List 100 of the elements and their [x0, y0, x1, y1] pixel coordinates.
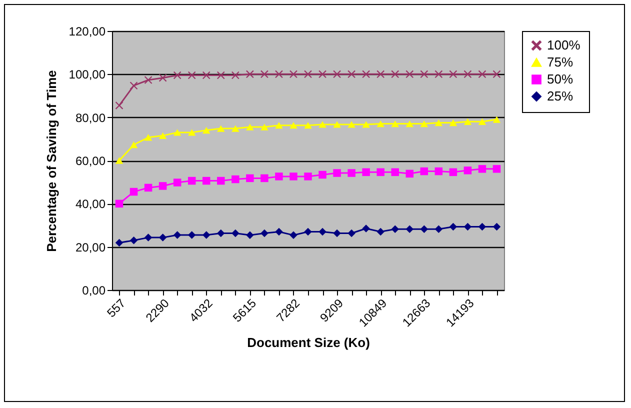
point [246, 124, 254, 130]
point [406, 70, 414, 78]
legend-label: 100% [547, 38, 581, 52]
point [275, 228, 283, 236]
point [434, 167, 443, 176]
point [173, 129, 182, 136]
y-tick-label: 0,00 [82, 284, 106, 298]
legend-label: 75% [547, 54, 574, 70]
point [376, 168, 384, 176]
point [130, 236, 138, 244]
point [492, 165, 501, 173]
point [144, 76, 152, 84]
point [464, 70, 472, 78]
point [202, 176, 210, 185]
point [130, 82, 138, 90]
point [420, 70, 428, 78]
point [478, 165, 486, 173]
legend-label: 25% [547, 88, 574, 104]
point [144, 184, 152, 192]
point [246, 70, 254, 78]
point [232, 125, 240, 132]
point [478, 70, 486, 78]
point [217, 229, 225, 238]
point [130, 141, 138, 148]
point [290, 70, 298, 78]
point [434, 70, 443, 78]
point [158, 182, 167, 190]
point [260, 229, 268, 238]
point [188, 176, 196, 185]
y-tick-label: 100,00 [68, 68, 106, 82]
x-tick-label: 557 [104, 296, 128, 320]
point [376, 70, 384, 78]
point [290, 122, 298, 129]
point [173, 71, 182, 80]
point [217, 125, 225, 132]
point [232, 71, 240, 80]
point [158, 132, 167, 140]
y-tick-label: 80,00 [75, 110, 106, 125]
point [115, 157, 124, 164]
point [115, 200, 124, 208]
point [188, 231, 196, 239]
point [246, 174, 254, 182]
point [318, 70, 326, 78]
point [420, 225, 428, 234]
point [158, 234, 167, 242]
point [217, 71, 225, 80]
point [391, 168, 399, 176]
point [275, 172, 283, 180]
y-axis-title: Percentage of Saving of Time [44, 70, 59, 252]
point [492, 70, 501, 78]
point [333, 121, 341, 128]
point [130, 188, 138, 196]
point [464, 118, 472, 126]
point [333, 229, 341, 238]
point [115, 102, 124, 110]
legend-label: 50% [547, 72, 574, 86]
point [275, 122, 283, 129]
point [304, 70, 312, 78]
y-tick-label: 60,00 [75, 154, 106, 168]
point [318, 121, 326, 128]
y-tick-label: 40,00 [75, 197, 106, 212]
point [449, 70, 458, 78]
point [406, 120, 414, 128]
point [464, 222, 472, 231]
y-tick-label: 20,00 [75, 240, 106, 254]
point [478, 118, 486, 126]
point [304, 228, 312, 236]
point [478, 222, 486, 231]
point [260, 124, 268, 130]
point [158, 74, 167, 82]
point [376, 120, 384, 128]
point [348, 70, 356, 78]
point [173, 231, 182, 239]
point [275, 70, 283, 78]
point [406, 170, 414, 178]
point [290, 172, 298, 180]
point [420, 120, 428, 128]
point [202, 71, 210, 80]
point [333, 70, 341, 78]
point [348, 229, 356, 238]
point [391, 120, 399, 128]
point [362, 224, 370, 232]
point [434, 119, 443, 126]
x-axis-title: Document Size (Ko) [247, 334, 370, 350]
point [173, 178, 182, 186]
point [304, 122, 312, 129]
point [318, 170, 326, 179]
point [246, 231, 254, 240]
point [304, 172, 312, 180]
point [391, 225, 399, 234]
point [449, 222, 458, 231]
point [348, 169, 356, 177]
point [232, 229, 240, 238]
point [318, 228, 326, 236]
point [362, 70, 370, 78]
point [492, 222, 501, 231]
point [188, 71, 196, 80]
point [333, 169, 341, 177]
point [406, 225, 414, 234]
point [217, 176, 225, 185]
